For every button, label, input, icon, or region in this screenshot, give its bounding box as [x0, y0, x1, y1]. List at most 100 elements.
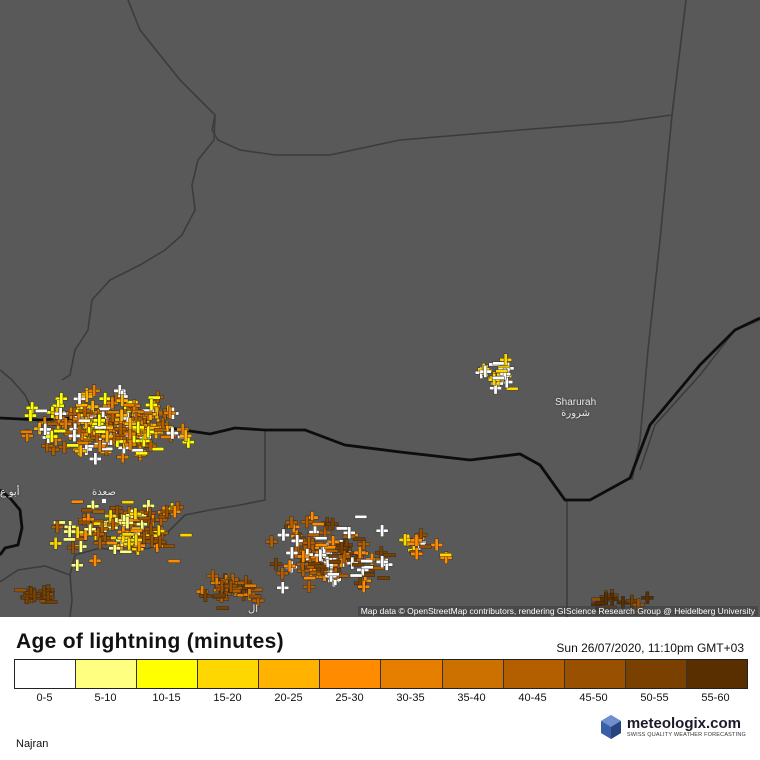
strike-marker: [352, 537, 366, 541]
scale-label: 30-35: [396, 692, 425, 704]
strike-marker: [53, 429, 67, 433]
strike-marker: [499, 353, 512, 366]
scale-label: 15-20: [213, 692, 242, 704]
strike-marker: [21, 429, 34, 443]
strike-marker: [123, 417, 137, 430]
scale-swatch-25-30: [319, 660, 381, 688]
strike-marker: [148, 395, 161, 400]
strike-marker: [135, 451, 148, 456]
strike-marker: [92, 509, 105, 514]
strike-marker: [314, 548, 327, 562]
place-south: ال: [248, 604, 258, 615]
strike-marker: [93, 521, 106, 526]
strike-marker: [35, 409, 48, 413]
strike-marker: [121, 532, 135, 537]
strike-marker: [410, 547, 423, 560]
strike-marker: [353, 546, 367, 559]
place-dot: [101, 499, 106, 503]
strike-marker: [130, 528, 143, 533]
strike-marker: [160, 505, 173, 518]
strike-marker: [153, 535, 167, 549]
strike-marker: [419, 544, 432, 549]
scale-label: 55-60: [701, 692, 730, 704]
strike-marker: [285, 516, 298, 529]
strike-marker: [58, 440, 71, 454]
strike-marker: [216, 606, 229, 610]
strike-marker: [479, 365, 492, 378]
place-sharurah: Sharurah شرورة: [555, 397, 596, 419]
strike-marker: [53, 520, 66, 525]
scale-swatch-0-5: [15, 660, 76, 688]
strike-marker: [151, 447, 165, 451]
strike-marker: [276, 581, 289, 594]
strike-marker: [100, 430, 114, 443]
strike-marker: [313, 564, 327, 569]
strike-marker: [75, 403, 89, 407]
strike-marker: [430, 538, 443, 552]
strike-marker: [73, 392, 86, 405]
strike-marker: [343, 526, 356, 539]
scale-swatch-35-40: [441, 660, 503, 688]
strike-marker: [98, 407, 112, 411]
admin-boundaries: [0, 0, 760, 617]
strike-marker: [248, 594, 262, 599]
strike-marker: [251, 594, 265, 607]
place-abu-arish: أبو ع: [0, 487, 19, 498]
strike-marker: [338, 550, 351, 563]
map-attribution[interactable]: Map data © OpenStreetMap contributors, r…: [357, 606, 758, 616]
place-label-arabic: شرورة: [561, 408, 590, 419]
strike-marker: [106, 410, 120, 415]
strike-marker: [129, 533, 143, 547]
strike-marker: [307, 533, 320, 537]
boundary-far-west: [0, 369, 33, 411]
place-label-arabic: أبو ع: [0, 487, 20, 498]
scale-label: 45-50: [579, 692, 608, 704]
strike-marker: [114, 422, 127, 436]
strike-marker: [49, 433, 62, 447]
strike-marker: [335, 541, 348, 555]
strike-marker: [244, 583, 257, 588]
strike-marker: [357, 537, 370, 551]
region-label: Najran: [16, 738, 49, 750]
strike-marker: [115, 409, 128, 422]
strike-marker: [20, 429, 33, 434]
brand-logo[interactable]: meteologix.com SWISS QUALITY WEATHER FOR…: [600, 714, 746, 740]
strike-marker: [354, 515, 368, 519]
border-west: [0, 488, 24, 556]
strike-marker: [121, 516, 134, 529]
strike-marker: [66, 541, 80, 554]
strike-marker: [357, 580, 370, 593]
scale-label: 0-5: [36, 692, 53, 704]
boundary-west: [61, 114, 216, 381]
strike-marker: [336, 526, 349, 531]
strike-marker: [326, 517, 339, 531]
scale-label: 35-40: [457, 692, 486, 704]
scale-label: 40-45: [518, 692, 547, 704]
strike-marker: [303, 576, 316, 580]
strike-marker: [51, 520, 64, 534]
strike-marker: [129, 507, 142, 521]
strike-marker: [119, 549, 133, 554]
strike-marker: [49, 537, 62, 550]
strike-marker: [302, 580, 316, 593]
lightning-map[interactable]: Sharurah شرورة صعدة أبو ع ال Map data © …: [0, 0, 760, 617]
strike-marker: [506, 386, 519, 391]
strike-marker: [361, 565, 374, 570]
boundary-east: [631, 0, 687, 481]
strike-marker: [130, 448, 144, 453]
strike-marker: [315, 543, 328, 547]
strike-marker: [641, 591, 654, 604]
strike-marker: [153, 428, 167, 432]
strike-marker: [199, 589, 212, 602]
scale-label: 5-10: [94, 692, 117, 704]
strike-marker: [179, 429, 192, 443]
meteologix-logo-icon: [600, 715, 621, 739]
strike-marker: [76, 441, 89, 445]
strike-marker: [157, 514, 171, 519]
strike-marker: [328, 559, 342, 564]
strike-marker: [492, 361, 505, 366]
strike-marker: [599, 592, 613, 605]
strike-marker: [492, 376, 505, 380]
scale-swatch-30-35: [380, 660, 442, 688]
color-scale: [14, 659, 748, 689]
